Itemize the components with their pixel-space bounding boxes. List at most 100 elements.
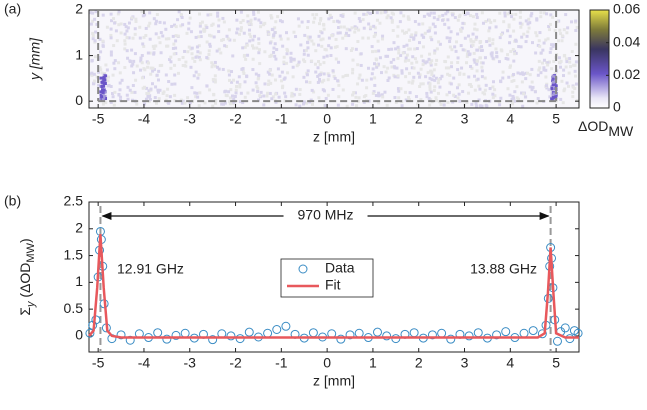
heatmap-pixel	[541, 62, 544, 65]
heatmap-pixel	[436, 18, 439, 21]
heatmap-pixel	[196, 77, 199, 80]
heatmap-pixel	[337, 84, 340, 87]
heatmap-pixel	[198, 104, 201, 107]
heatmap-pixel	[381, 95, 384, 98]
heatmap-pixel	[499, 97, 502, 100]
heatmap-pixel	[117, 93, 120, 96]
heatmap-pixel	[526, 72, 529, 75]
heatmap-pixel	[506, 29, 509, 32]
heatmap-pixel	[380, 11, 383, 14]
y-axis-label-part: )	[17, 238, 33, 243]
heatmap-pixel	[123, 39, 126, 42]
heatmap-pixel	[240, 92, 243, 95]
heatmap-pixel	[167, 80, 170, 83]
heatmap-pixel	[286, 71, 289, 74]
heatmap-pixel	[447, 26, 450, 29]
y-axis-label: Σy (ΔODMW)	[17, 238, 37, 315]
heatmap-pixel	[372, 67, 375, 70]
heatmap-pixel	[435, 59, 438, 62]
heatmap-pixel	[235, 19, 238, 22]
heatmap-pixel	[165, 73, 168, 76]
heatmap-pixel	[283, 78, 286, 81]
heatmap-pixel	[549, 51, 552, 54]
heatmap-pixel	[274, 42, 277, 45]
data-point	[154, 329, 162, 337]
heatmap-pixel	[405, 67, 408, 70]
heatmap-pixel	[365, 79, 368, 82]
heatmap-pixel	[199, 22, 202, 25]
heatmap-pixel	[528, 27, 531, 30]
data-point	[520, 329, 528, 337]
heatmap-pixel	[455, 40, 458, 43]
heatmap-pixel	[424, 32, 427, 35]
heatmap-pixel	[157, 70, 160, 73]
heatmap-pixel	[415, 61, 418, 64]
heatmap-pixel	[141, 54, 144, 57]
heatmap-pixel	[316, 66, 319, 69]
heatmap-pixel	[191, 47, 194, 50]
heatmap-pixel	[90, 23, 93, 26]
heatmap-pixel	[470, 103, 473, 106]
heatmap-pixel	[244, 80, 247, 83]
heatmap-pixel	[255, 81, 258, 84]
heatmap-pixel	[551, 16, 554, 19]
heatmap-pixel	[534, 31, 537, 34]
heatmap-pixel	[297, 17, 300, 20]
heatmap-pixel	[110, 36, 113, 39]
heatmap-pixel	[508, 41, 511, 44]
heatmap-pixel	[539, 15, 542, 18]
heatmap-pixel	[92, 82, 95, 85]
heatmap-pixel	[495, 51, 498, 54]
heatmap-pixel	[104, 63, 107, 66]
heatmap-pixel	[317, 81, 320, 84]
heatmap-pixel	[499, 36, 502, 39]
heatmap-pixel	[367, 37, 370, 40]
heatmap-pixel	[482, 61, 485, 64]
heatmap-pixel	[457, 56, 460, 59]
heatmap-pixel	[539, 11, 542, 14]
heatmap-pixel	[210, 61, 213, 64]
heatmap-pixel	[283, 56, 286, 59]
heatmap-pixel	[541, 49, 544, 52]
heatmap-pixel	[274, 78, 277, 81]
heatmap-pixel	[163, 21, 166, 24]
heatmap-pixel	[470, 85, 473, 88]
heatmap-pixel	[251, 44, 254, 47]
heatmap-pixel	[495, 55, 498, 58]
heatmap-pixel	[307, 69, 310, 72]
heatmap-pixel	[136, 65, 139, 68]
heatmap-pixel	[101, 40, 104, 43]
heatmap-pixel	[476, 69, 479, 72]
heatmap-pixel	[281, 20, 284, 23]
heatmap-pixel	[235, 85, 238, 88]
heatmap-pixel	[450, 48, 453, 51]
heatmap-pixel	[126, 36, 129, 39]
heatmap-pixel	[522, 92, 525, 95]
heatmap-pixel	[507, 76, 510, 79]
heatmap-pixel	[314, 71, 317, 74]
heatmap-pixel	[208, 88, 211, 91]
heatmap-pixel	[278, 96, 281, 99]
heatmap-pixel	[273, 55, 276, 58]
heatmap-pixel	[113, 67, 116, 70]
heatmap-pixel	[231, 54, 234, 57]
heatmap-pixel	[332, 88, 335, 91]
heatmap-pixel	[480, 49, 483, 52]
heatmap-pixel	[289, 60, 292, 63]
heatmap-pixel	[267, 80, 270, 83]
heatmap-pixel	[492, 57, 495, 60]
heatmap-pixel	[243, 54, 246, 57]
heatmap-pixel	[113, 22, 116, 25]
heatmap-pixel	[317, 44, 320, 47]
heatmap-pixel	[312, 43, 315, 46]
data-point	[181, 329, 189, 337]
heatmap-pixel	[310, 40, 313, 43]
heatmap-pixel	[386, 67, 389, 70]
heatmap-pixel	[568, 72, 571, 75]
data-point	[264, 329, 272, 337]
heatmap-pixel	[450, 30, 453, 33]
heatmap-pixel	[437, 92, 440, 95]
heatmap-pixel	[272, 51, 275, 54]
heatmap-pixel	[146, 66, 149, 69]
heatmap-pixel	[269, 92, 272, 95]
